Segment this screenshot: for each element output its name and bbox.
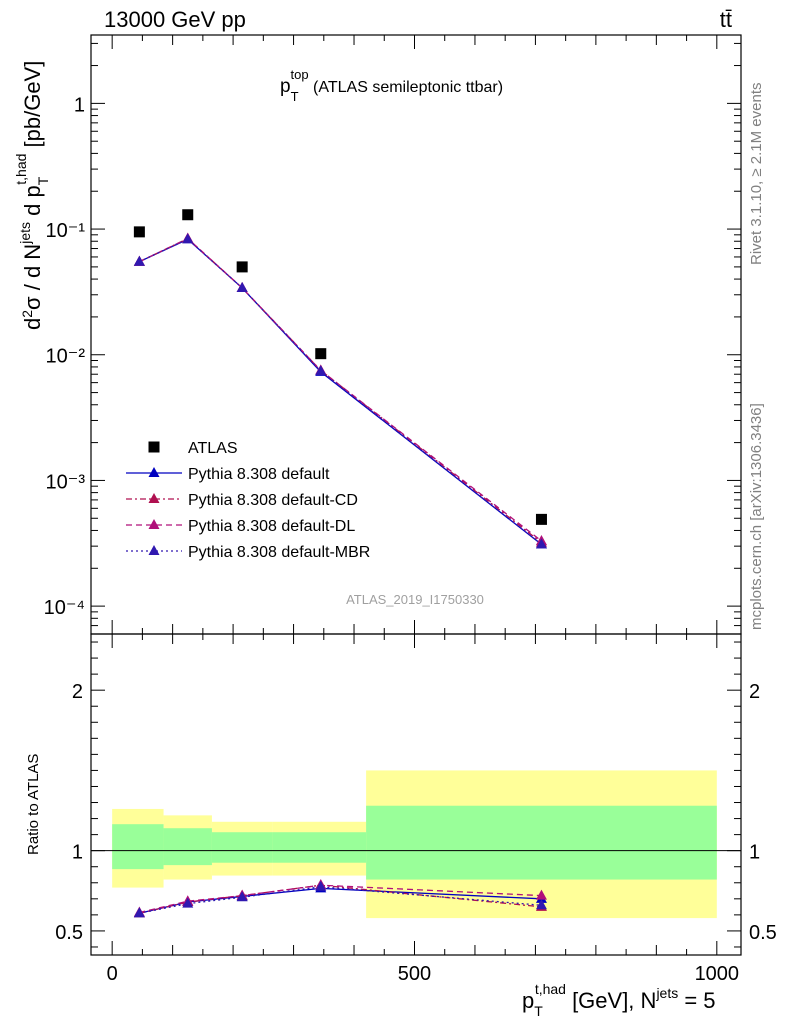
y-tick-label: 10⁻² — [46, 346, 86, 368]
svg-text:d2σ / d Njets d pTt,had [pb/Ge: d2σ / d Njets d pTt,had [pb/GeV] — [13, 61, 51, 330]
ratio-point-mbr — [315, 880, 327, 891]
ratio-y-tick-label: 0.5 — [749, 922, 777, 944]
y-axis-title: d2σ / d Njets d pTt,had [pb/GeV] — [13, 61, 51, 330]
main-panel: 10⁻⁴ 10⁻³ 10⁻² 10⁻¹ 1 — [44, 34, 742, 635]
legend-label: Pythia 8.308 default-MBR — [188, 544, 370, 561]
ratio-y-tick-label: 0.5 — [55, 922, 83, 944]
atlas-data-point — [236, 261, 248, 273]
legend-marker-cd — [148, 493, 160, 503]
series-point-mbr — [236, 281, 248, 292]
ratio-y-tick-label: 1 — [72, 842, 83, 864]
legend-marker-data — [148, 441, 160, 453]
ratio-line-cd — [139, 884, 542, 914]
series-point-mbr — [182, 233, 194, 244]
y-tick-label: 10⁻⁴ — [44, 597, 85, 619]
legend-marker-dl — [148, 519, 160, 529]
ratio-point-mbr — [182, 897, 194, 908]
ratio-point-dl — [535, 889, 547, 900]
legend-label: Pythia 8.308 default — [188, 466, 330, 483]
y-tick-label: 10⁻³ — [46, 471, 86, 493]
ratio-y-tick-label: 2 — [749, 681, 760, 703]
plot-title: pTtop (ATLAS semileptonic ttbar) — [280, 67, 503, 104]
atlas-data-point — [182, 209, 194, 221]
header-left: 13000 GeV pp — [104, 7, 246, 32]
legend-marker-default — [148, 467, 160, 477]
series-point-mbr — [535, 538, 547, 549]
atlas-data-point — [315, 348, 327, 360]
ratio-y-axis-title: Ratio to ATLAS — [25, 754, 42, 855]
legend: ATLAS Pythia 8.308 default Pythia 8.308 de… — [126, 440, 370, 561]
svg-text:pTt,had [GeV], Njets = 5: pTt,had [GeV], Njets = 5 — [522, 981, 716, 1019]
ratio-point-mbr — [133, 907, 145, 918]
x-tick-label: 1000 — [695, 963, 740, 985]
ratio-frame — [90, 633, 742, 956]
mcplots-label: mcplots.cern.ch [arXiv:1306.3436] — [748, 403, 765, 630]
legend-label: Pythia 8.308 default-DL — [188, 518, 355, 535]
analysis-tag: ATLAS_2019_I1750330 — [346, 592, 484, 607]
ratio-y-tick-label: 1 — [749, 842, 760, 864]
legend-label: ATLAS — [188, 440, 238, 457]
atlas-data-point — [535, 513, 547, 525]
header-right: tt̄ — [720, 7, 732, 32]
ratio-inner-band — [272, 832, 367, 863]
ratio-panel: 0 500 1000 0.5 0.5 1 1 2 2 — [55, 633, 777, 985]
x-tick-label: 500 — [398, 963, 431, 985]
y-tick-label: 1 — [74, 94, 85, 116]
rivet-label: Rivet 3.1.10, ≥ 2.1M events — [748, 83, 765, 266]
ratio-inner-band — [366, 805, 717, 880]
ratio-point-mbr — [535, 899, 547, 910]
series-point-mbr — [315, 365, 327, 376]
ratio-inner-band — [163, 828, 212, 866]
ratio-y-tick-label: 2 — [72, 681, 83, 703]
atlas-data-point — [133, 226, 145, 238]
legend-label: Pythia 8.308 default-CD — [188, 492, 358, 509]
legend-marker-mbr — [148, 545, 160, 555]
ratio-inner-band — [112, 824, 164, 870]
x-tick-label: 0 — [107, 963, 118, 985]
y-tick-label: 10⁻¹ — [46, 220, 86, 242]
series-point-mbr — [133, 255, 145, 266]
ratio-inner-band — [211, 832, 273, 863]
x-axis-title: pTt,had [GeV], Njets = 5 — [522, 981, 716, 1019]
ratio-point-mbr — [236, 891, 248, 902]
